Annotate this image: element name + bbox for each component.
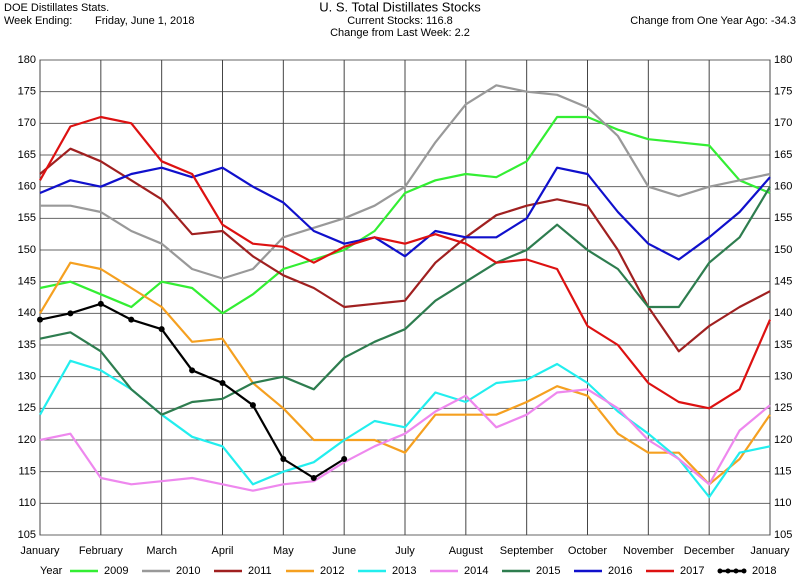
legend-marker xyxy=(741,568,747,574)
series-marker xyxy=(280,456,287,462)
x-tick-label: February xyxy=(79,545,124,557)
x-tick-label: September xyxy=(500,545,554,557)
series-line xyxy=(39,388,771,492)
y2-tick-label: 155 xyxy=(774,212,792,224)
y-tick-label: 125 xyxy=(18,402,36,414)
week-value: Friday, June 1, 2018 xyxy=(95,15,194,27)
y2-tick-label: 130 xyxy=(774,371,792,383)
y2-tick-label: 160 xyxy=(774,181,792,193)
legend-label: 2016 xyxy=(608,565,632,577)
y2-tick-label: 120 xyxy=(774,434,792,446)
x-tick-label: March xyxy=(146,545,177,557)
series-marker xyxy=(97,300,104,307)
series-marker xyxy=(341,456,348,462)
y-tick-label: 135 xyxy=(18,339,36,351)
series-marker xyxy=(310,475,317,481)
legend-title: Year xyxy=(40,565,63,577)
y-tick-label: 155 xyxy=(18,212,36,224)
x-tick-label: January xyxy=(20,545,60,557)
x-tick-label: November xyxy=(623,545,674,557)
x-tick-label: July xyxy=(395,545,415,557)
y-tick-label: 180 xyxy=(18,54,36,66)
legend-label: 2009 xyxy=(104,565,128,577)
series-marker xyxy=(37,316,43,323)
x-tick-label: April xyxy=(211,545,233,557)
y-tick-label: 170 xyxy=(18,117,36,129)
y2-tick-label: 150 xyxy=(774,244,792,256)
series-marker xyxy=(219,380,226,386)
y2-tick-label: 105 xyxy=(774,529,792,541)
y-tick-label: 115 xyxy=(18,466,36,478)
legend-marker xyxy=(725,568,731,574)
y2-tick-label: 165 xyxy=(774,149,792,161)
series-marker xyxy=(128,316,135,323)
y-tick-label: 160 xyxy=(18,181,36,193)
series-line xyxy=(39,302,345,480)
y-tick-label: 105 xyxy=(18,529,36,541)
y2-tick-label: 125 xyxy=(774,402,792,414)
series-line xyxy=(39,115,772,410)
legend-label: 2011 xyxy=(248,565,272,577)
y-tick-label: 140 xyxy=(18,307,36,319)
y2-tick-label: 140 xyxy=(774,307,792,319)
x-tick-label: May xyxy=(273,545,294,557)
week-label: Week Ending: xyxy=(4,15,72,27)
y-tick-label: 130 xyxy=(18,371,36,383)
source: DOE Distillates Stats. xyxy=(4,2,109,14)
y-tick-label: 165 xyxy=(18,149,36,161)
y2-tick-label: 115 xyxy=(774,466,792,478)
y-tick-label: 150 xyxy=(18,244,36,256)
legend-marker xyxy=(733,568,739,574)
series-line xyxy=(39,186,771,416)
y2-tick-label: 180 xyxy=(774,54,792,66)
y2-tick-label: 145 xyxy=(774,276,792,288)
series-line xyxy=(40,84,771,280)
x-tick-label: June xyxy=(332,545,356,557)
legend-label: 2013 xyxy=(392,565,416,577)
legend-label: 2018 xyxy=(752,565,776,577)
series-line xyxy=(39,166,771,261)
series-line xyxy=(39,261,771,486)
series-marker xyxy=(189,367,196,374)
legend-label: 2012 xyxy=(320,565,344,577)
y-tick-label: 145 xyxy=(18,276,36,288)
change-week: Change from Last Week: 2.2 xyxy=(330,27,470,39)
series-marker xyxy=(249,402,256,409)
x-tick-label: August xyxy=(449,545,483,557)
change-year: Change from One Year Ago: -34.3 xyxy=(630,15,796,27)
y2-tick-label: 110 xyxy=(774,497,792,509)
y-tick-label: 110 xyxy=(18,497,36,509)
legend-label: 2015 xyxy=(536,565,560,577)
y2-tick-label: 135 xyxy=(774,339,792,351)
legend-label: 2017 xyxy=(680,565,704,577)
series-marker xyxy=(67,310,74,317)
chart-title: U. S. Total Distillates Stocks xyxy=(319,0,481,14)
legend-label: 2014 xyxy=(464,565,488,577)
y2-tick-label: 170 xyxy=(774,117,792,129)
legend-label: 2010 xyxy=(176,565,200,577)
x-tick-label: January xyxy=(750,545,790,557)
y-tick-label: 175 xyxy=(18,86,36,98)
x-tick-label: December xyxy=(684,545,735,557)
series-marker xyxy=(158,326,165,333)
series-line xyxy=(39,115,771,315)
y2-tick-label: 175 xyxy=(774,86,792,98)
current-stocks: Current Stocks: 116.8 xyxy=(347,15,453,27)
x-tick-label: October xyxy=(568,545,607,557)
y-tick-label: 120 xyxy=(18,434,36,446)
legend-marker xyxy=(717,568,723,574)
